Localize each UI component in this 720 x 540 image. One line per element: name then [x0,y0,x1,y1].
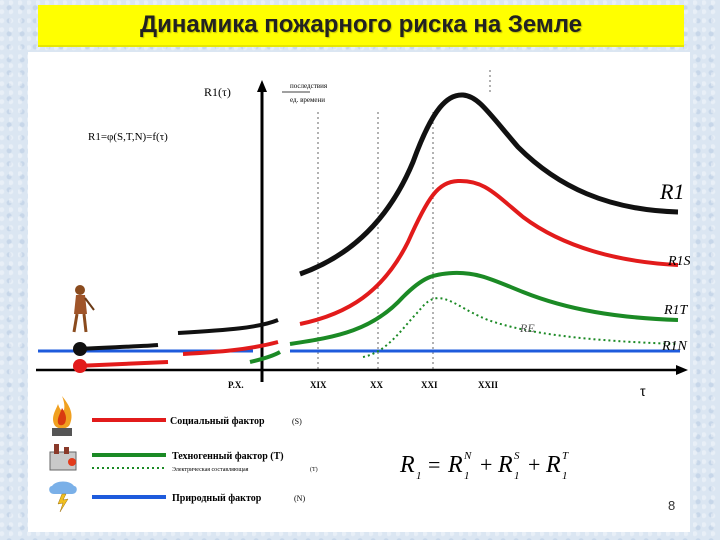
risk-function-formula: R1=φ(S,T,N)=f(τ) [88,131,168,143]
social-curve-prehistoric [182,340,279,356]
x-tick-xx: XX [370,380,383,390]
social-risk-curve [299,178,679,326]
social-start-marker [73,359,87,373]
page-number: 8 [668,498,675,513]
fire-risk-diagram: R1(τ) последствия ед. времени R1=φ(S,T,N… [36,70,690,513]
formula-term-social-subscript: 1 [514,470,520,482]
risk-sum-formula: R 1 = R 1 N + R 1 S + R 1 T [399,450,569,482]
x-axis-arrow [676,365,688,375]
formula-term-natural-symbol: R [447,452,463,478]
formula-term-natural-superscript: N [463,450,472,462]
legend-label-natural: Природный фактор [172,493,262,504]
legend-code-social: (S) [292,417,302,426]
fire-icon [52,396,72,436]
social-curve-early [75,360,169,368]
legend-label-electric: Электрическая составляющая [172,467,249,473]
x-axis-label: τ [640,383,646,399]
total-start-marker [73,342,87,356]
formula-term-technogenic-symbol: R [545,452,561,478]
formula-term-technogenic-superscript: T [562,450,569,462]
legend-label-social: Социальный фактор [170,416,265,427]
svg-text:+: + [528,452,540,477]
lightning-icon [49,481,77,513]
legend-label-technogenic: Техногенный фактор (T) [172,451,284,462]
total-curve-prehistoric [177,318,279,335]
social-risk-label: R1S [667,254,690,269]
diagram-panel: R1(τ) последствия ед. времени R1=φ(S,T,N… [28,52,690,532]
total-curve-early [75,343,159,351]
formula-lhs-subscript: 1 [416,470,422,482]
x-tick-prehistoric: P.X. [228,380,244,390]
industry-icon [49,444,77,471]
technogenic-risk-label: R1T [663,303,689,318]
formula-lhs-symbol: R [399,452,415,478]
formula-term-social-symbol: R [497,452,513,478]
formula-term-social-superscript: S [514,450,520,462]
svg-text:=: = [428,452,440,477]
natural-risk-label: R1N [661,339,688,354]
formula-term-natural-subscript: 1 [464,470,470,482]
total-risk-curve [299,92,679,277]
y-axis-label: R1(τ) [204,85,231,99]
electric-risk-curve [362,296,679,358]
svg-text:+: + [480,452,492,477]
y-axis-fraction-denominator: ед. времени [290,96,325,104]
electric-risk-label: RE [519,321,535,335]
technogenic-risk-curve [289,270,679,346]
legend-code-electric: (T) [310,466,318,473]
x-tick-xxi: XXI [421,380,438,390]
caveman-icon [72,285,95,333]
slide-title: Динамика пожарного риска на Земле [140,11,582,38]
y-axis-arrow [257,80,267,92]
x-tick-xix: XIX [310,380,327,390]
total-risk-label: R1 [659,179,684,204]
x-tick-xxii: XXII [478,380,499,390]
technogenic-curve-early [249,350,281,364]
formula-term-technogenic-subscript: 1 [562,470,568,482]
title-bar: Динамика пожарного риска на Земле [38,5,684,47]
y-axis-fraction-numerator: последствия [290,82,328,90]
legend-code-natural: (N) [294,494,305,503]
